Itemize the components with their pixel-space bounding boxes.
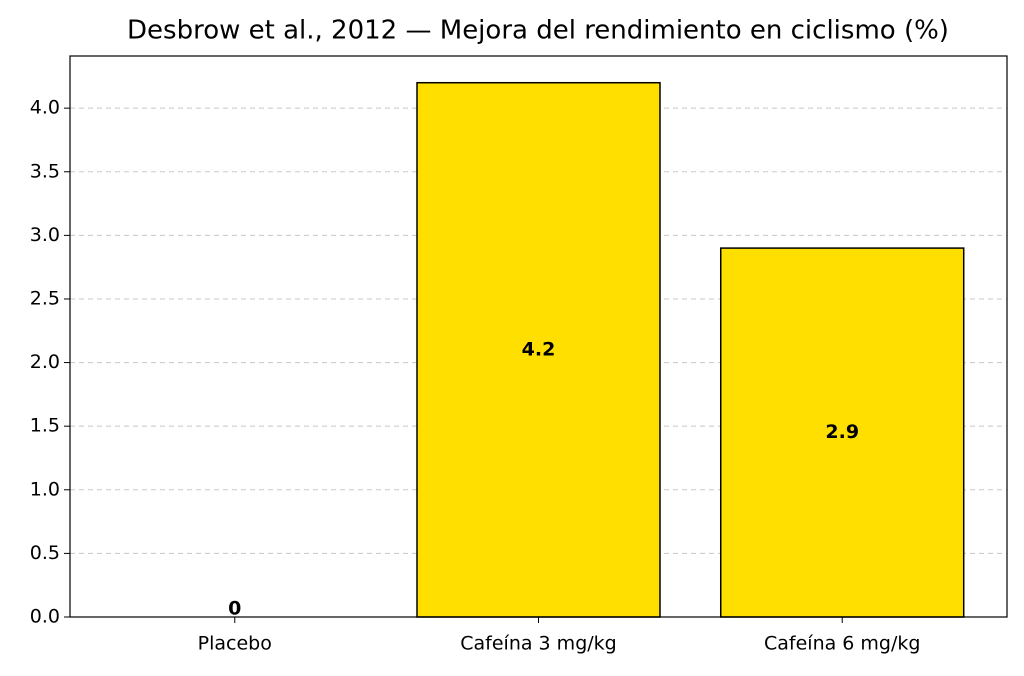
y-tick-label: 0.0 <box>30 606 60 628</box>
y-tick-label: 1.5 <box>30 415 60 437</box>
y-tick-label: 1.0 <box>30 478 60 500</box>
y-tick-label: 3.5 <box>30 160 60 182</box>
value-label: 2.9 <box>825 421 859 443</box>
x-tick-label: Cafeína 3 mg/kg <box>460 633 616 655</box>
value-label: 0 <box>228 598 241 620</box>
y-tick-label: 2.0 <box>30 351 60 373</box>
y-tick-label: 0.5 <box>30 542 60 564</box>
value-label: 4.2 <box>522 338 556 360</box>
chart-title: Desbrow et al., 2012 — Mejora del rendim… <box>127 16 949 46</box>
y-tick-label: 4.0 <box>30 97 60 119</box>
bar <box>416 81 661 618</box>
plot-frame <box>69 55 1008 618</box>
y-tick-label: 2.5 <box>30 287 60 309</box>
bar <box>719 247 965 618</box>
x-tick-label: Cafeína 6 mg/kg <box>764 633 920 655</box>
y-tick-label: 3.0 <box>30 224 60 246</box>
x-tick-label: Placebo <box>198 633 272 655</box>
